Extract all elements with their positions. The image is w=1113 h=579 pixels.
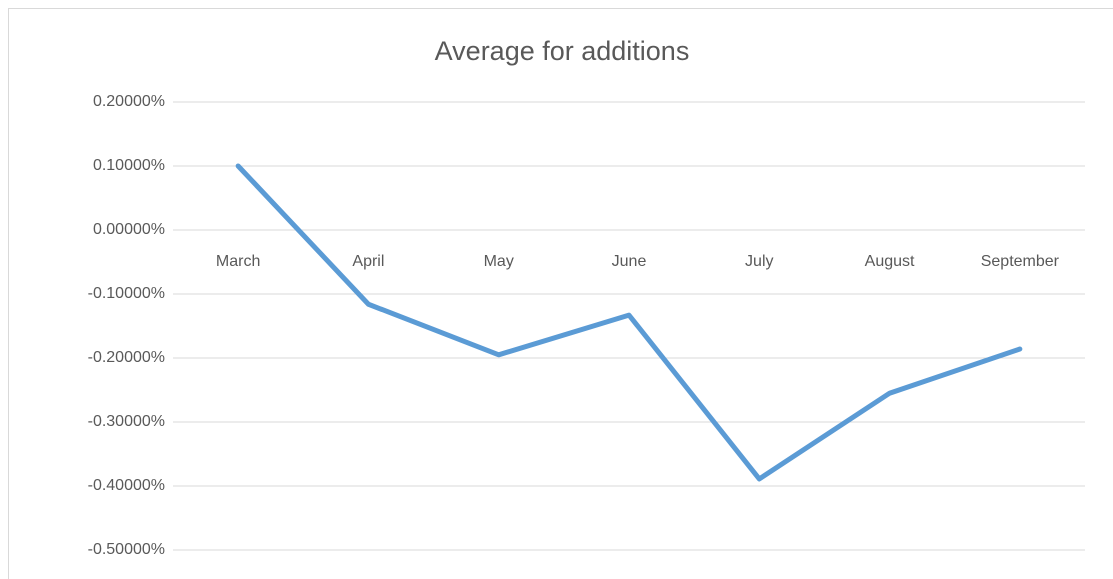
- y-tick-label: -0.10000%: [88, 285, 165, 302]
- y-tick-label: -0.30000%: [88, 413, 165, 430]
- x-tick-label: July: [745, 253, 773, 270]
- x-tick-label: May: [484, 253, 514, 270]
- x-tick-label: June: [612, 253, 647, 270]
- y-tick-label: -0.50000%: [88, 541, 165, 558]
- y-tick-label: 0.20000%: [93, 93, 165, 110]
- y-tick-label: 0.00000%: [93, 221, 165, 238]
- chart-title: Average for additions: [435, 36, 690, 66]
- x-tick-label: August: [865, 253, 915, 270]
- y-tick-label: -0.20000%: [88, 349, 165, 366]
- y-tick-label: -0.40000%: [88, 477, 165, 494]
- x-tick-label: September: [981, 253, 1060, 270]
- x-tick-label: March: [216, 253, 260, 270]
- data-line: [235, 163, 1023, 482]
- y-tick-label: 0.10000%: [93, 157, 165, 174]
- x-tick-label: April: [352, 253, 384, 270]
